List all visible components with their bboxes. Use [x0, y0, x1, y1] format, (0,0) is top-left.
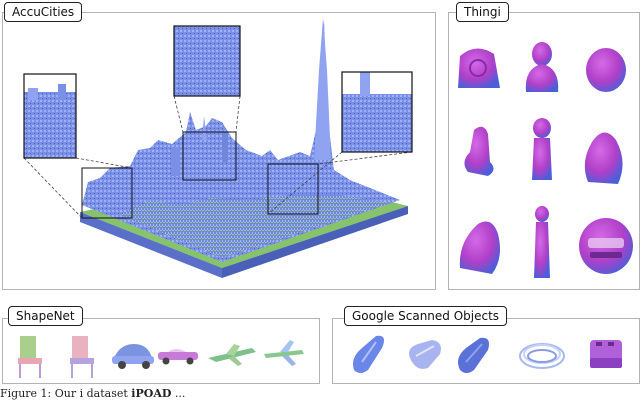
statue-icon — [532, 118, 552, 180]
gso-label: Google Scanned Objects — [344, 306, 508, 326]
zoom-box-right — [267, 163, 319, 215]
city-tower — [314, 18, 331, 160]
gso-objects — [353, 335, 622, 373]
caption-tail: ... — [174, 387, 186, 400]
chair-icon — [70, 336, 94, 378]
zoom-box-center — [182, 131, 237, 181]
city-illustration — [23, 18, 413, 278]
statue-icon — [458, 48, 500, 88]
caption-dataset-name: iPOAD — [131, 387, 172, 400]
shoe-icon — [409, 340, 441, 369]
airplane-icon — [208, 344, 256, 366]
inset-left — [23, 73, 77, 159]
thingi-objects — [458, 42, 633, 278]
shapenet-label: ShapeNet — [8, 306, 83, 326]
accucities-label: AccuCities — [4, 2, 83, 22]
statue-icon — [586, 48, 626, 92]
statue-icon — [584, 132, 623, 184]
shapenet-panel — [2, 318, 320, 384]
chair-icon — [18, 336, 42, 378]
zoom-box-left — [81, 167, 133, 219]
statue-icon — [534, 206, 550, 278]
statue-icon — [459, 221, 500, 274]
figure-caption: Figure 1: Our i dataset iPOAD ... — [0, 387, 640, 400]
airplane-icon — [264, 340, 304, 366]
statue-icon — [525, 42, 559, 92]
thingi-label: Thingi — [456, 2, 509, 22]
shoe-icon — [353, 335, 384, 373]
caption-lead: Figure 1: Our i — [0, 387, 84, 400]
caption-dataset: dataset — [86, 387, 128, 400]
shoe-icon — [458, 337, 489, 373]
statue-icon — [464, 126, 494, 176]
shapenet-objects — [18, 336, 304, 378]
inset-right — [341, 71, 413, 153]
toaster-icon — [590, 340, 622, 368]
rope-coil-icon — [519, 343, 565, 369]
inset-center — [173, 25, 241, 97]
statue-icon — [579, 218, 633, 274]
car-icon — [158, 349, 198, 365]
car-icon — [112, 344, 154, 369]
